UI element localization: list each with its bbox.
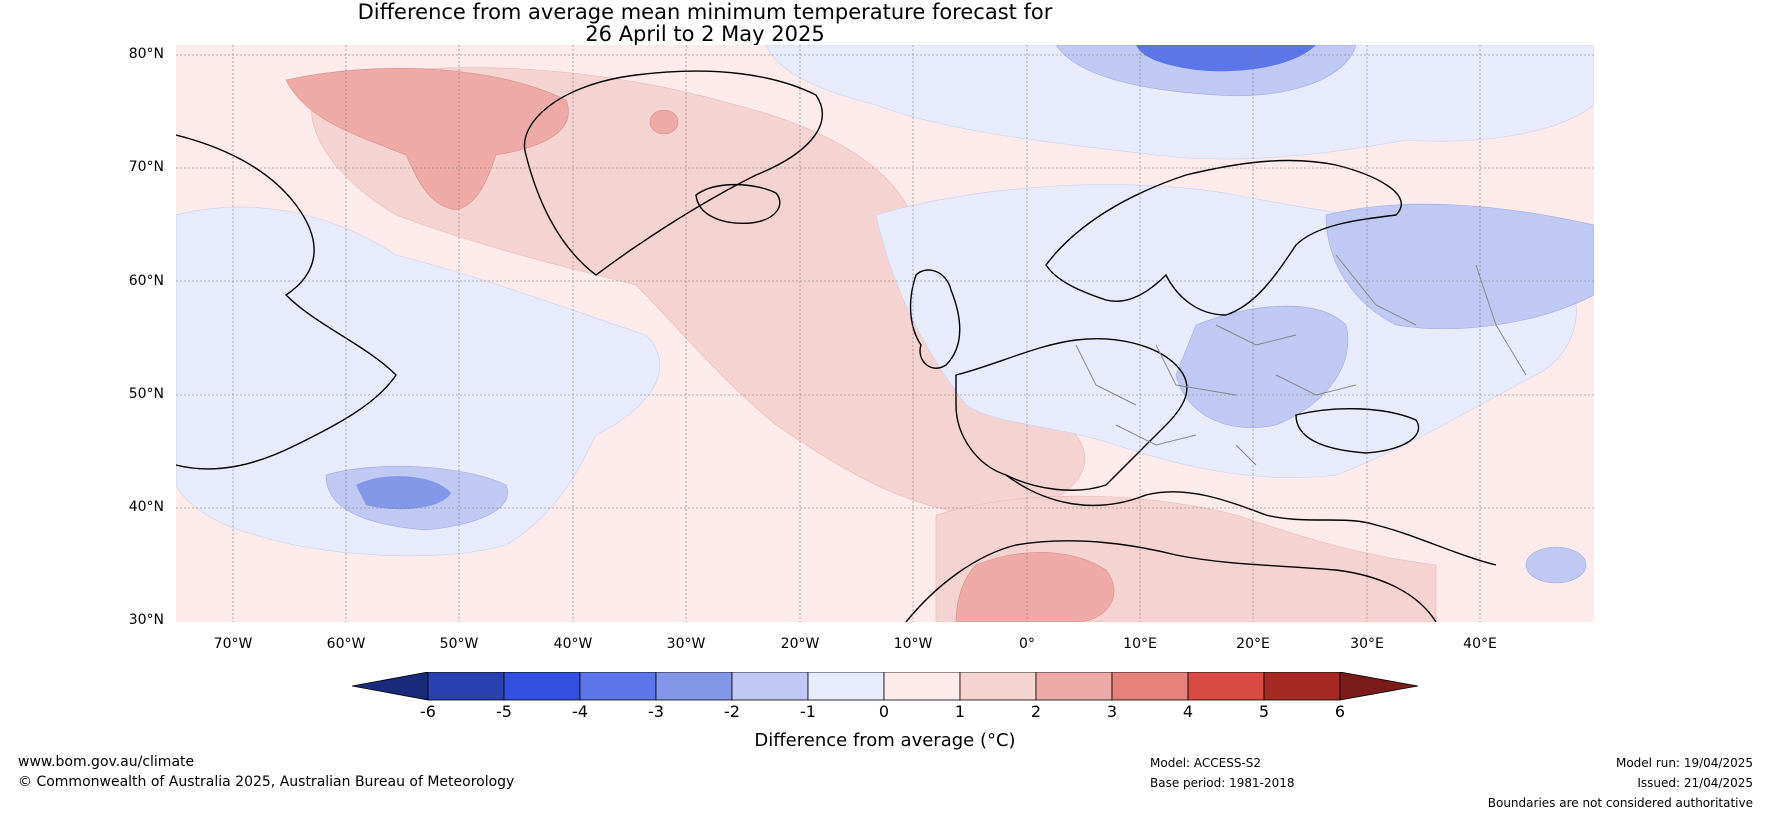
lon-label-30w: 30°W xyxy=(666,636,706,652)
colorbar-tick-label: -1 xyxy=(800,702,816,721)
lon-label-60w: 60°W xyxy=(326,636,366,652)
colorbar-bin xyxy=(1111,672,1189,701)
footer-model: Model: ACCESS-S2 xyxy=(1150,756,1262,770)
lat-label-50n: 50°N xyxy=(128,386,164,402)
central-europe-cool-core xyxy=(1175,305,1349,428)
colorbar-bin xyxy=(1035,672,1113,701)
russia-cool-zone xyxy=(1325,203,1594,330)
colorbar-bin xyxy=(959,672,1037,701)
colorbar-tick-label: 6 xyxy=(1334,702,1346,721)
footer-model-run: Model run: 19/04/2025 xyxy=(1615,756,1753,770)
colorbar-tick-label: -5 xyxy=(496,702,512,721)
lon-label-50w: 50°W xyxy=(439,636,479,652)
footer-disclaimer: Boundaries are not considered authoritat… xyxy=(1487,796,1753,810)
lat-label-40n: 40°N xyxy=(128,499,164,515)
north-africa-coastline xyxy=(905,540,1437,622)
anomaly-map xyxy=(176,45,1594,622)
north-america-coastline xyxy=(176,134,397,470)
chart-title-line1: Difference from average mean minimum tem… xyxy=(357,0,1053,24)
footer-issued: Issued: 21/04/2025 xyxy=(1637,776,1753,790)
graticule xyxy=(176,45,1594,622)
colorbar-tick-label: 1 xyxy=(954,702,966,721)
lon-label-0: 0° xyxy=(1019,636,1035,652)
greenland-coastline xyxy=(523,70,823,276)
colorbar-extend-high xyxy=(1339,672,1418,701)
lat-label-60n: 60°N xyxy=(128,273,164,289)
colorbar-bin xyxy=(579,672,657,701)
mediterranean-coastline xyxy=(1005,474,1497,566)
footer-website: www.bom.gov.au/climate xyxy=(18,754,195,770)
colorbar-tick-label: -6 xyxy=(420,702,436,721)
colorbar-tick-label: 5 xyxy=(1258,702,1270,721)
scandinavia-coastline xyxy=(1045,159,1403,316)
colorbar-tick-label: 4 xyxy=(1182,702,1194,721)
north-africa-warm-core xyxy=(955,551,1115,622)
lon-label-20w: 20°W xyxy=(780,636,820,652)
british-isles-coastline xyxy=(909,269,961,369)
colorbar-bin xyxy=(807,672,885,701)
europe-coastline xyxy=(955,338,1188,491)
colorbar-extend-low xyxy=(352,672,429,701)
east-med-cool-spot xyxy=(1525,546,1587,584)
colorbar-tick-label: 0 xyxy=(878,702,890,721)
greenland-warm-core xyxy=(285,68,569,211)
barents-cool-core xyxy=(1136,45,1316,72)
colorbar-bin xyxy=(1263,672,1341,701)
lon-label-10w: 10°W xyxy=(893,636,933,652)
colorbar-bin xyxy=(503,672,581,701)
lat-label-70n: 70°N xyxy=(128,159,164,175)
footer-base-period: Base period: 1981-2018 xyxy=(1150,776,1295,790)
lon-label-20e: 20°E xyxy=(1236,636,1270,652)
lat-label-80n: 80°N xyxy=(128,46,164,62)
colorbar-bin xyxy=(427,672,505,701)
colorbar-title: Difference from average (°C) xyxy=(754,730,1016,751)
lon-label-40w: 40°W xyxy=(553,636,593,652)
colorbar-tick-label: 2 xyxy=(1030,702,1042,721)
west-atlantic-cool-zone xyxy=(176,206,661,557)
lat-label-30n: 30°N xyxy=(128,612,164,628)
colorbar-tick-label: -4 xyxy=(572,702,588,721)
colorbar-bin xyxy=(731,672,809,701)
greenland-warm-spot xyxy=(649,109,679,135)
lon-label-70w: 70°W xyxy=(213,636,253,652)
colorbar xyxy=(352,672,1418,701)
lon-label-10e: 10°E xyxy=(1123,636,1157,652)
iceland-coastline xyxy=(695,183,781,224)
footer-copyright: © Commonwealth of Australia 2025, Austra… xyxy=(18,774,515,790)
colorbar-bin xyxy=(883,672,961,701)
colorbar-bin xyxy=(655,672,733,701)
lon-label-30e: 30°E xyxy=(1350,636,1384,652)
colorbar-tick-label: -2 xyxy=(724,702,740,721)
chart-title-line2: 26 April to 2 May 2025 xyxy=(585,22,825,46)
mid-atlantic-cool-core xyxy=(356,476,451,510)
colorbar-tick-label: 3 xyxy=(1106,702,1118,721)
colorbar-bin xyxy=(1187,672,1265,701)
black-sea-coastline xyxy=(1295,407,1420,454)
arctic-cool-zone xyxy=(765,45,1594,160)
lon-label-40e: 40°E xyxy=(1463,636,1497,652)
colorbar-tick-label: -3 xyxy=(648,702,664,721)
